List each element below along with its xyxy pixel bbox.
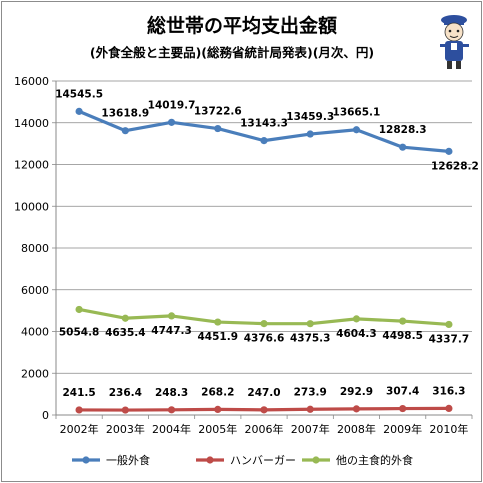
data-label: 273.9 [294, 386, 327, 398]
data-label: 12628.2 [431, 160, 479, 172]
data-label: 13459.3 [286, 111, 334, 123]
chart-subtitle: (外食全般と主要品)(総務省統計局発表)(月次、円) [90, 45, 374, 60]
x-tick-label: 2004年 [152, 422, 191, 436]
data-label: 14545.5 [55, 88, 103, 100]
data-label: 292.9 [340, 386, 373, 398]
data-point [260, 137, 268, 145]
data-label: 4747.3 [151, 325, 192, 337]
data-label: 241.5 [63, 387, 96, 399]
data-point [352, 126, 361, 134]
data-point [306, 405, 314, 413]
legend-marker-0 [82, 456, 90, 464]
data-label: 248.3 [155, 387, 188, 399]
data-label: 307.4 [386, 386, 419, 398]
y-tick-label: 2000 [21, 367, 49, 380]
data-point [214, 318, 222, 326]
data-label: 12828.3 [379, 124, 427, 136]
data-point [167, 312, 176, 320]
x-tick-label: 2005年 [198, 422, 237, 436]
data-label: 4451.9 [198, 331, 239, 343]
data-point [445, 320, 453, 329]
data-point [121, 314, 129, 322]
data-point [214, 405, 222, 414]
data-label: 13665.1 [333, 107, 381, 119]
data-label: 268.2 [201, 386, 234, 398]
data-label: 316.3 [432, 385, 465, 397]
data-point [306, 130, 314, 138]
x-tick-label: 2009年 [383, 422, 422, 436]
x-tick-label: 2007年 [291, 422, 330, 436]
chart-title: 総世帯の平均支出金額 [147, 14, 337, 37]
x-tick-label: 2003年 [106, 422, 145, 436]
data-point [399, 404, 407, 413]
data-point [167, 406, 176, 414]
legend-marker-2 [312, 456, 320, 464]
data-label: 4635.4 [105, 327, 146, 339]
data-label: 4498.5 [382, 330, 423, 342]
data-point [445, 404, 453, 412]
y-tick-label: 14000 [14, 117, 49, 130]
data-label: 247.0 [247, 387, 280, 399]
data-point [75, 107, 83, 115]
y-tick-label: 4000 [21, 326, 49, 339]
y-tick-label: 0 [42, 409, 49, 422]
data-label: 4337.7 [429, 333, 470, 345]
x-tick-label: 2008年 [337, 422, 376, 436]
data-label: 4376.6 [244, 333, 285, 345]
data-point [214, 124, 222, 133]
data-point [399, 317, 407, 325]
data-point [399, 143, 407, 151]
data-label: 5054.8 [59, 326, 100, 338]
mascot-character-icon [440, 15, 469, 69]
data-point [121, 406, 129, 414]
y-tick-label: 8000 [21, 242, 49, 255]
data-point [121, 127, 129, 135]
data-label: 4375.3 [290, 333, 331, 345]
data-label: 4604.3 [336, 328, 377, 340]
data-label: 13143.3 [240, 118, 288, 130]
data-point [445, 147, 453, 155]
y-tick-label: 6000 [21, 284, 49, 297]
data-point [260, 406, 268, 414]
data-point [75, 305, 83, 314]
y-tick-label: 10000 [14, 200, 49, 213]
data-label: 236.4 [109, 387, 142, 399]
data-point [260, 320, 268, 328]
data-label: 14019.7 [148, 99, 196, 111]
x-tick-label: 2010年 [429, 422, 468, 436]
data-label: 13618.9 [101, 108, 149, 120]
data-point [167, 118, 176, 126]
legend-marker-1 [206, 456, 214, 464]
x-tick-label: 2006年 [245, 422, 284, 436]
data-point [352, 315, 361, 323]
y-tick-label: 12000 [14, 159, 49, 172]
data-point [75, 406, 83, 414]
legend-label-0: 一般外食 [106, 453, 150, 467]
y-tick-label: 16000 [14, 75, 49, 88]
data-point [306, 320, 314, 328]
x-tick-label: 2002年 [60, 422, 99, 436]
data-label: 13722.6 [194, 106, 242, 118]
legend-label-2: 他の主食的外食 [336, 453, 413, 467]
legend-label-1: ハンバーガー [230, 454, 296, 467]
data-point [352, 405, 361, 413]
